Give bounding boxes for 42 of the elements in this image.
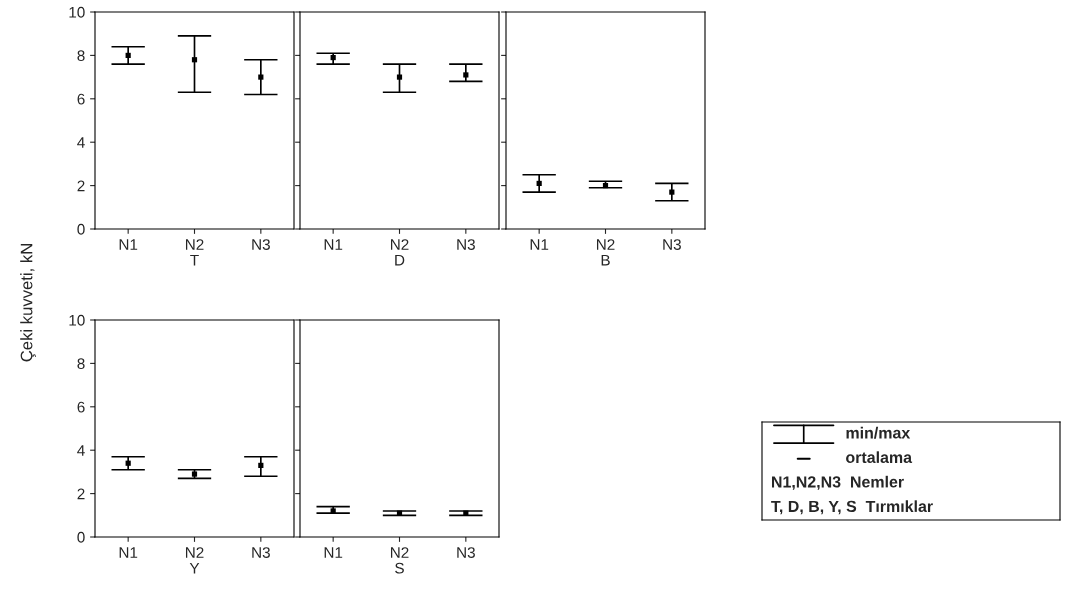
point xyxy=(125,52,131,58)
x-tick-label: N3 xyxy=(252,547,270,558)
text: N1,N2,N3 Nemler xyxy=(772,475,904,490)
x-axis-title: D xyxy=(395,254,405,266)
y-tick-label: 8 xyxy=(77,50,85,62)
y-axis-title: Çeki kuvveti, kN xyxy=(20,244,36,362)
text: T, D, B, Y, S Tırmıklar xyxy=(771,500,933,515)
x-axis-title: Y xyxy=(189,562,200,574)
x-tick-label: N3 xyxy=(663,239,681,250)
point xyxy=(258,462,264,468)
y-tick-label: 2 xyxy=(77,488,85,500)
x-tick-label: N1 xyxy=(530,239,549,250)
x-tick-label: N1 xyxy=(324,547,343,558)
y-tick-label: 4 xyxy=(77,445,85,456)
x-tick-label: N2 xyxy=(185,547,204,558)
x-tick-label: N2 xyxy=(185,239,204,250)
x-tick-label: N1 xyxy=(119,239,138,250)
x-tick-label: N2 xyxy=(596,239,615,250)
point xyxy=(258,74,264,80)
x-tick-label: N2 xyxy=(390,239,409,250)
x-tick-label: N3 xyxy=(252,239,270,250)
x-tick-label: N1 xyxy=(119,547,138,558)
x-axis-title: T xyxy=(190,254,199,266)
y-tick-label: 6 xyxy=(77,401,85,413)
y-tick-label: 0 xyxy=(77,223,85,235)
y-tick-label: 4 xyxy=(77,137,85,148)
point xyxy=(125,460,131,466)
y-tick-label: 8 xyxy=(77,358,85,370)
x-tick-label: N3 xyxy=(457,239,475,250)
text: ortalama xyxy=(846,451,913,464)
y-tick-label: 6 xyxy=(77,93,85,105)
x-tick-label: N1 xyxy=(324,239,343,250)
y-tick-label: 10 xyxy=(69,6,85,18)
x-axis-title: S xyxy=(395,562,404,574)
text: min/max xyxy=(846,426,911,439)
x-tick-label: N2 xyxy=(390,547,409,558)
y-tick-label: 10 xyxy=(69,314,85,326)
x-axis-title: B xyxy=(601,254,610,266)
y-tick-label: 0 xyxy=(77,531,85,543)
y-tick-label: 2 xyxy=(77,180,85,192)
point xyxy=(191,57,198,63)
x-tick-label: N3 xyxy=(457,547,475,558)
